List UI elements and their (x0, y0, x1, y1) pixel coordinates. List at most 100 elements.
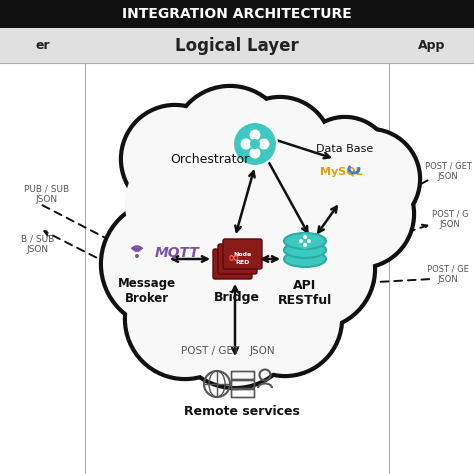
Circle shape (174, 88, 286, 200)
Text: POST / GET: POST / GET (181, 346, 239, 356)
Text: JSON: JSON (438, 172, 458, 181)
Text: MySQL: MySQL (319, 167, 362, 177)
Ellipse shape (284, 233, 326, 249)
Text: PUB / SUB: PUB / SUB (25, 184, 70, 193)
Circle shape (152, 201, 288, 337)
Text: MQTT: MQTT (155, 246, 200, 260)
Circle shape (152, 201, 288, 337)
Text: RED: RED (236, 259, 250, 264)
Circle shape (242, 146, 358, 262)
Circle shape (205, 204, 335, 334)
Text: er: er (36, 39, 50, 52)
Circle shape (175, 266, 295, 386)
Circle shape (123, 107, 227, 211)
Circle shape (242, 146, 358, 262)
Circle shape (103, 202, 227, 326)
Text: Logical Layer: Logical Layer (175, 36, 299, 55)
Circle shape (275, 144, 385, 254)
Text: Orchestrator: Orchestrator (170, 153, 250, 166)
Circle shape (258, 138, 270, 149)
Text: Remote services: Remote services (184, 405, 300, 418)
Circle shape (275, 144, 385, 254)
Circle shape (233, 122, 277, 166)
Circle shape (278, 132, 362, 216)
Circle shape (249, 129, 261, 140)
Text: B / SUB: B / SUB (21, 235, 55, 244)
Circle shape (249, 147, 261, 158)
Text: API
RESTful: API RESTful (278, 279, 332, 307)
Text: POST / G: POST / G (432, 210, 468, 219)
Circle shape (299, 239, 303, 243)
Circle shape (205, 204, 335, 334)
Text: JSON: JSON (27, 245, 49, 254)
Circle shape (307, 239, 311, 243)
Circle shape (308, 162, 412, 266)
Circle shape (302, 242, 308, 248)
Circle shape (247, 127, 263, 143)
Circle shape (275, 144, 385, 254)
Text: INTEGRATION ARCHITECTURE: INTEGRATION ARCHITECTURE (122, 7, 352, 21)
Circle shape (127, 261, 243, 377)
Circle shape (127, 261, 243, 377)
Circle shape (322, 131, 418, 227)
Circle shape (152, 201, 288, 337)
Circle shape (125, 144, 245, 264)
Circle shape (135, 254, 139, 258)
Text: App: App (418, 39, 445, 52)
Circle shape (302, 234, 308, 240)
Circle shape (297, 233, 313, 249)
Circle shape (247, 145, 263, 161)
Circle shape (306, 238, 312, 244)
Circle shape (303, 235, 307, 239)
Text: JSON: JSON (36, 194, 58, 203)
Circle shape (256, 136, 272, 152)
Circle shape (230, 99, 330, 199)
Circle shape (103, 202, 227, 326)
Circle shape (175, 124, 305, 254)
Circle shape (127, 261, 243, 377)
FancyBboxPatch shape (223, 239, 262, 269)
Circle shape (174, 88, 286, 200)
Circle shape (238, 136, 254, 152)
Circle shape (242, 146, 358, 262)
Circle shape (308, 162, 412, 266)
Circle shape (103, 202, 227, 326)
Circle shape (257, 211, 373, 327)
Circle shape (322, 131, 418, 227)
Text: JSON: JSON (438, 274, 458, 283)
Circle shape (175, 124, 305, 254)
Circle shape (175, 266, 295, 386)
Circle shape (125, 144, 245, 264)
Text: Bridge: Bridge (214, 291, 260, 304)
Text: Message
Broker: Message Broker (118, 277, 176, 305)
Ellipse shape (284, 242, 326, 258)
Circle shape (230, 264, 340, 374)
Circle shape (250, 139, 260, 149)
Circle shape (240, 138, 252, 149)
Circle shape (205, 204, 335, 334)
Circle shape (125, 144, 245, 264)
Circle shape (300, 119, 390, 209)
Text: JSON: JSON (439, 219, 460, 228)
Circle shape (174, 88, 286, 200)
Circle shape (308, 162, 412, 266)
Text: POST / GE: POST / GE (427, 264, 469, 273)
Circle shape (230, 264, 340, 374)
Text: Data Base: Data Base (316, 144, 374, 154)
Circle shape (123, 107, 227, 211)
Bar (0, 0, 474, 28)
Text: Node: Node (234, 252, 252, 256)
Circle shape (123, 107, 227, 211)
FancyBboxPatch shape (218, 244, 257, 274)
Text: ∞: ∞ (227, 251, 239, 265)
FancyBboxPatch shape (213, 249, 252, 279)
Text: JSON: JSON (249, 346, 275, 356)
Circle shape (322, 131, 418, 227)
Circle shape (257, 211, 373, 327)
Circle shape (303, 243, 307, 247)
Text: POST / GET: POST / GET (425, 162, 472, 171)
Circle shape (257, 211, 373, 327)
Circle shape (278, 132, 362, 216)
Circle shape (300, 119, 390, 209)
Ellipse shape (284, 251, 326, 267)
